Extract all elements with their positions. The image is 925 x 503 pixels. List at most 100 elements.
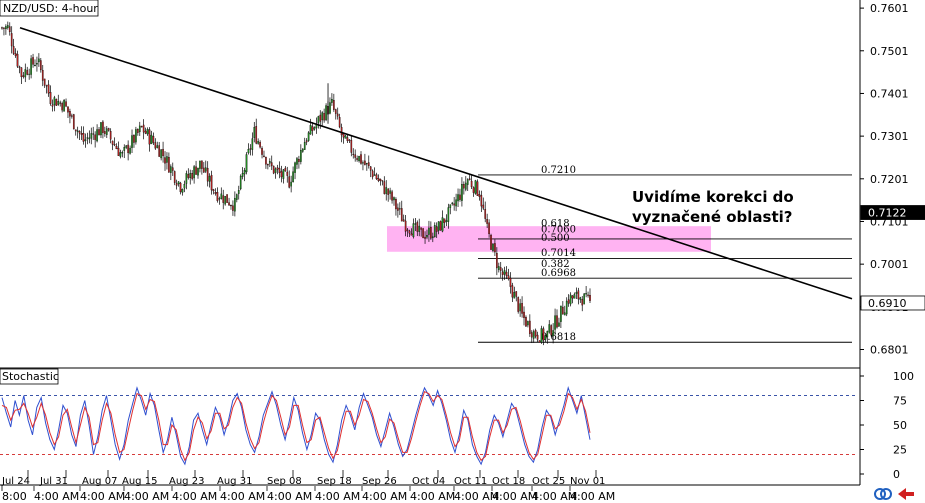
candle-body: [309, 125, 312, 135]
candle-body: [276, 167, 279, 170]
time-label: 4:00 AM: [34, 490, 79, 503]
candle-body: [301, 148, 304, 152]
candle-body: [313, 127, 316, 130]
candle-body: [482, 204, 485, 209]
date-label: Oct 04: [412, 476, 445, 487]
candle-body: [391, 191, 393, 201]
candle-body: [307, 132, 310, 141]
time-label: 4:00 AM: [220, 490, 265, 503]
price-tick-label: 0.7601: [870, 2, 909, 15]
candle-body: [20, 67, 23, 78]
candle-body: [92, 133, 95, 135]
candle-body: [356, 158, 358, 160]
candle-body: [96, 129, 98, 142]
candle-body: [490, 235, 492, 250]
candle-body: [210, 174, 213, 191]
candle-body: [513, 292, 516, 299]
candle-body: [251, 138, 254, 150]
candle-body: [406, 229, 409, 231]
candle-body: [360, 154, 362, 164]
candle-body: [303, 142, 306, 150]
time-label: 4:00 AM: [454, 490, 499, 503]
candle-body: [447, 207, 450, 222]
candle-body: [344, 135, 347, 139]
date-label: Oct 18: [492, 476, 525, 487]
candle-body: [478, 194, 481, 197]
candle-body: [166, 156, 168, 163]
refresh-icon[interactable]: [874, 488, 892, 500]
candle-body: [364, 160, 366, 165]
candle-body: [476, 181, 479, 196]
candle-body: [383, 181, 386, 194]
candle-body: [373, 174, 376, 176]
candle-body: [41, 70, 44, 81]
candle-body: [325, 105, 327, 121]
candle-body: [175, 183, 178, 186]
candle-body: [162, 148, 164, 157]
candle-body: [385, 187, 388, 194]
annotation-line-1: Uvidíme korekci do: [632, 188, 794, 206]
candle-body: [585, 293, 587, 295]
candle-body: [171, 167, 174, 171]
candle-body: [552, 330, 554, 337]
candle-body: [443, 218, 446, 223]
candle-body: [464, 182, 467, 190]
candle-body: [362, 162, 364, 164]
candle-body: [449, 204, 452, 208]
candle-body: [286, 171, 289, 176]
candle-body: [111, 140, 114, 145]
price-tick-label: 0.7301: [870, 130, 909, 143]
candle-body: [486, 219, 488, 224]
candle-body: [366, 163, 368, 165]
candle-body: [224, 195, 226, 205]
candle-body: [494, 243, 496, 253]
candle-body: [179, 182, 182, 193]
candle-body: [298, 159, 300, 162]
price-tick-label: 0.7001: [870, 258, 909, 271]
candle-body: [104, 131, 106, 134]
candle-body: [88, 137, 91, 140]
fib-level-label: 0.6818: [541, 332, 576, 343]
candle-body: [226, 194, 228, 203]
candle-body: [90, 133, 93, 139]
arrow-icon[interactable]: [898, 488, 914, 500]
candle-body: [511, 285, 514, 298]
candle-body: [282, 169, 285, 179]
candle-body: [542, 328, 545, 341]
stochastic-tick-label: 0: [893, 468, 900, 481]
candle-body: [121, 152, 124, 154]
candle-body: [521, 303, 523, 314]
candle-body: [296, 158, 298, 165]
candle-body: [389, 190, 391, 194]
candle-body: [346, 137, 349, 141]
candle-body: [358, 155, 360, 162]
candle-body: [433, 225, 436, 238]
candle-body: [437, 221, 440, 231]
candle-body: [426, 235, 428, 238]
candle-body: [556, 315, 558, 328]
candle-body: [430, 226, 432, 239]
candle-body: [431, 236, 434, 239]
candle-body: [51, 104, 54, 107]
date-label: Aug 23: [169, 476, 204, 487]
candle-body: [519, 303, 521, 312]
candle-body: [463, 184, 465, 189]
date-label: Oct 25: [532, 476, 565, 487]
candle-body: [395, 199, 397, 210]
candle-body: [393, 197, 395, 201]
candle-body: [247, 148, 250, 154]
candle-body: [72, 114, 75, 130]
candle-body: [428, 227, 430, 235]
candle-body: [270, 162, 273, 167]
candle-body: [218, 198, 221, 200]
fib-level-label: 0.618: [541, 218, 570, 229]
candle-body: [222, 195, 225, 203]
candle-body: [569, 294, 572, 305]
candle-body: [156, 145, 159, 148]
candle-body: [183, 184, 186, 189]
candle-body: [412, 223, 415, 238]
candle-body: [1, 27, 3, 29]
candle-body: [34, 64, 36, 67]
candle-body: [78, 130, 81, 134]
candle-body: [36, 63, 38, 65]
